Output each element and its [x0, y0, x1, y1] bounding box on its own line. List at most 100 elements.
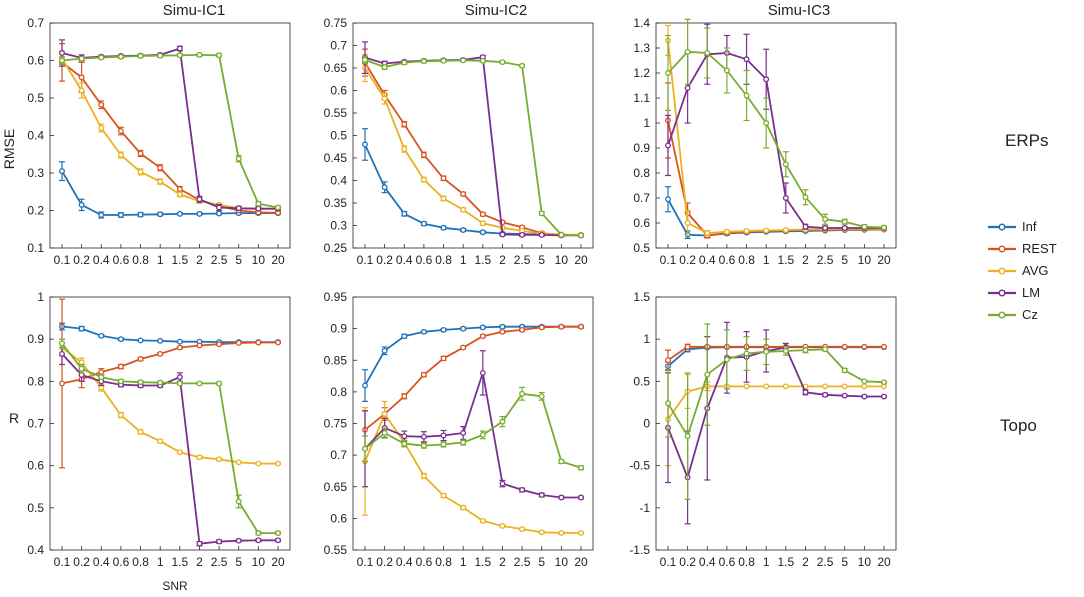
- data-point-cz: [381, 430, 388, 436]
- data-point-cz: [196, 51, 203, 58]
- series-line-cz: [364, 59, 582, 237]
- data-point-rest: [235, 340, 242, 346]
- series-line-cz: [364, 392, 582, 469]
- data-point-inf: [401, 210, 408, 217]
- x-tick-label: 1.5: [474, 555, 491, 569]
- y-tick-label: 1: [643, 116, 650, 130]
- data-point-lm: [519, 231, 526, 238]
- legend: Inf REST AVG LM Cz: [988, 219, 1057, 322]
- data-point-lm: [440, 432, 447, 439]
- y-tick-label: -1.5: [629, 543, 650, 557]
- plot-frame: [352, 296, 594, 551]
- data-point-cz: [137, 53, 144, 59]
- data-point-avg: [743, 228, 750, 234]
- y-tick-label: 0.5: [330, 129, 347, 143]
- data-point-inf: [176, 210, 183, 217]
- data-point-cz: [763, 348, 770, 355]
- data-point-inf: [157, 337, 164, 344]
- data-point-rest: [440, 355, 447, 362]
- x-tick-label: 20: [877, 253, 891, 267]
- y-tick-label: 0.4: [330, 174, 347, 188]
- data-point-inf: [59, 168, 65, 175]
- y-tick-label: 0.4: [27, 129, 44, 143]
- x-tick-label: 0.8: [435, 253, 452, 267]
- y-tick-label: 0.6: [27, 459, 44, 473]
- chart-panel-4: 0.40.50.60.70.80.910.1 0.2 0.4 0.6 0.8 1 1.5 2 2…: [27, 290, 291, 569]
- y-tick-label: 0.85: [324, 353, 348, 367]
- data-point-avg: [479, 220, 486, 227]
- y-tick-label: 0.25: [324, 241, 348, 255]
- data-point-cz: [460, 439, 467, 446]
- data-point-cz: [401, 59, 408, 66]
- y-tick-label: 0.8: [27, 374, 44, 388]
- series-line-avg: [61, 346, 278, 465]
- data-point-cz: [822, 346, 829, 353]
- data-point-inf: [460, 227, 467, 233]
- x-tick-label: 0.1: [54, 253, 71, 267]
- data-point-inf: [117, 336, 124, 343]
- data-point-lm: [861, 393, 868, 400]
- x-axis-label-snr: SNR: [162, 579, 188, 593]
- series-cz: [665, 18, 887, 231]
- y-tick-label: 1.4: [633, 16, 650, 30]
- data-point-cz: [684, 433, 691, 440]
- data-point-lm: [479, 369, 486, 376]
- data-point-cz: [861, 223, 868, 230]
- x-tick-label: 5: [538, 253, 545, 267]
- data-point-avg: [440, 492, 447, 499]
- y-tick-label: 0.6: [330, 511, 347, 525]
- data-point-lm: [420, 433, 427, 440]
- data-point-cz: [704, 50, 711, 56]
- data-point-inf: [440, 224, 447, 231]
- data-point-cz: [881, 379, 887, 386]
- series-line-inf: [61, 170, 278, 216]
- data-point-avg: [861, 383, 868, 390]
- y-axis-label-rmse: RMSE: [1, 129, 17, 169]
- data-point-inf: [78, 325, 85, 332]
- y-tick-label: 0.65: [324, 480, 348, 494]
- x-tick-label: 0.6: [719, 555, 736, 569]
- data-point-inf: [381, 347, 388, 354]
- series-line-rest: [61, 341, 278, 385]
- data-point-avg: [381, 411, 388, 417]
- data-point-avg: [782, 227, 789, 233]
- data-point-inf: [98, 212, 105, 218]
- data-point-avg: [117, 152, 124, 158]
- data-point-cz: [578, 464, 584, 471]
- data-point-avg: [743, 383, 750, 390]
- data-point-avg: [499, 523, 506, 529]
- x-tick-label: 10: [555, 253, 569, 267]
- x-tick-label: 2.5: [211, 253, 228, 267]
- x-tick-label: 0.8: [132, 253, 149, 267]
- legend-label-lm: LM: [1022, 285, 1040, 300]
- x-tick-label: 0.6: [113, 555, 130, 569]
- x-tick-label: 0.2: [679, 555, 696, 569]
- data-point-inf: [440, 326, 447, 333]
- data-point-cz: [743, 350, 750, 357]
- data-point-cz: [723, 67, 730, 74]
- data-point-cz: [235, 155, 242, 162]
- data-point-lm: [499, 231, 506, 238]
- data-point-cz: [802, 194, 809, 201]
- data-point-cz: [216, 52, 223, 59]
- column-title-2: Simu-IC2: [465, 2, 528, 19]
- data-point-rest: [117, 363, 124, 370]
- data-point-avg: [137, 428, 144, 435]
- x-tick-label: 0.1: [357, 555, 374, 569]
- data-point-avg: [558, 529, 565, 536]
- x-tick-label: 1: [157, 253, 164, 267]
- data-point-lm: [822, 225, 829, 231]
- series-line-rest: [667, 345, 884, 362]
- x-tick-label: 1: [157, 555, 164, 569]
- data-point-rest: [578, 323, 584, 330]
- x-tick-label: 20: [574, 253, 588, 267]
- data-point-cz: [519, 390, 526, 397]
- y-tick-label: 0.6: [633, 216, 650, 230]
- data-point-rest: [255, 339, 262, 346]
- legend-label-avg: AVG: [1022, 263, 1049, 278]
- data-point-lm: [841, 225, 848, 231]
- data-point-cz: [841, 367, 848, 374]
- data-point-cz: [157, 379, 164, 386]
- y-tick-label: 0.7: [27, 417, 44, 431]
- y-tick-label: 0.9: [330, 322, 347, 336]
